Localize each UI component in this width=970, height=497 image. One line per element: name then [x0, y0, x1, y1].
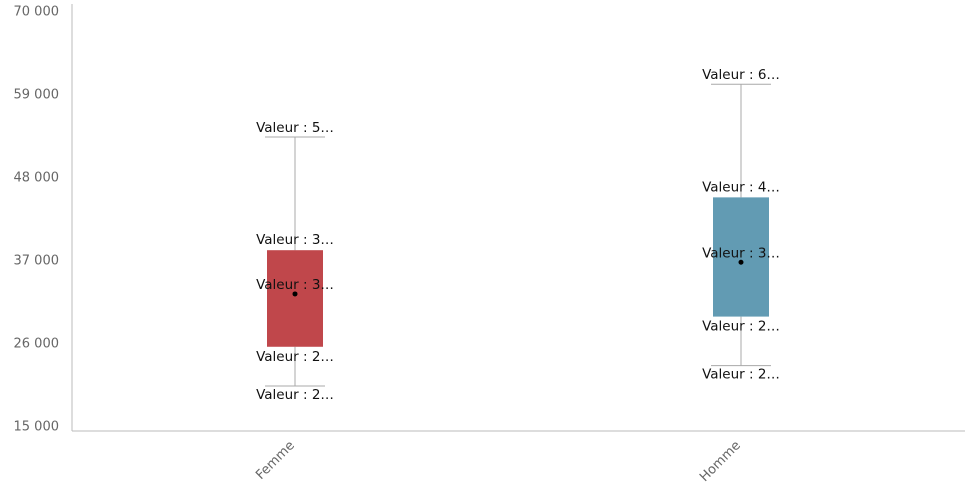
- data-label-min: Valeur : 2…: [256, 387, 334, 403]
- data-label-q3: Valeur : 3…: [256, 232, 334, 248]
- data-label-max: Valeur : 6…: [702, 67, 780, 83]
- data-label-q3: Valeur : 4…: [702, 179, 780, 195]
- data-label-min: Valeur : 2…: [702, 367, 780, 383]
- data-label-median: Valeur : 3…: [256, 277, 334, 293]
- box-iqr: [713, 197, 769, 317]
- data-label-q1: Valeur : 2…: [256, 349, 334, 365]
- data-label-q1: Valeur : 2…: [702, 319, 780, 335]
- box-iqr: [267, 250, 323, 347]
- x-category-label: Homme: [697, 438, 744, 485]
- y-tick-label: 37 000: [14, 254, 60, 269]
- y-tick-label: 26 000: [14, 337, 60, 352]
- boxes: Valeur : 5…Valeur : 3…Valeur : 3…Valeur …: [256, 67, 780, 403]
- y-axis: 15 000 26 000 37 000 48 000 59 000 70 000: [14, 4, 73, 435]
- median-point: [292, 291, 298, 297]
- data-label-max: Valeur : 5…: [256, 120, 334, 136]
- y-tick-label: 70 000: [14, 5, 60, 20]
- x-axis: Femme Homme: [72, 430, 965, 485]
- y-tick-label: 48 000: [14, 171, 60, 186]
- box-series-femme: Valeur : 5… Valeur : 3… Valeur : 3… Valeur …: [256, 120, 334, 403]
- data-label-median: Valeur : 3…: [702, 245, 780, 261]
- y-tick-label: 15 000: [14, 420, 60, 435]
- box-series-homme: Valeur : 6… Valeur : 4… Valeur : 3… Valeur …: [702, 67, 780, 382]
- x-category-label: Femme: [253, 438, 298, 483]
- y-tick-label: 59 000: [14, 88, 60, 103]
- median-point: [738, 259, 744, 265]
